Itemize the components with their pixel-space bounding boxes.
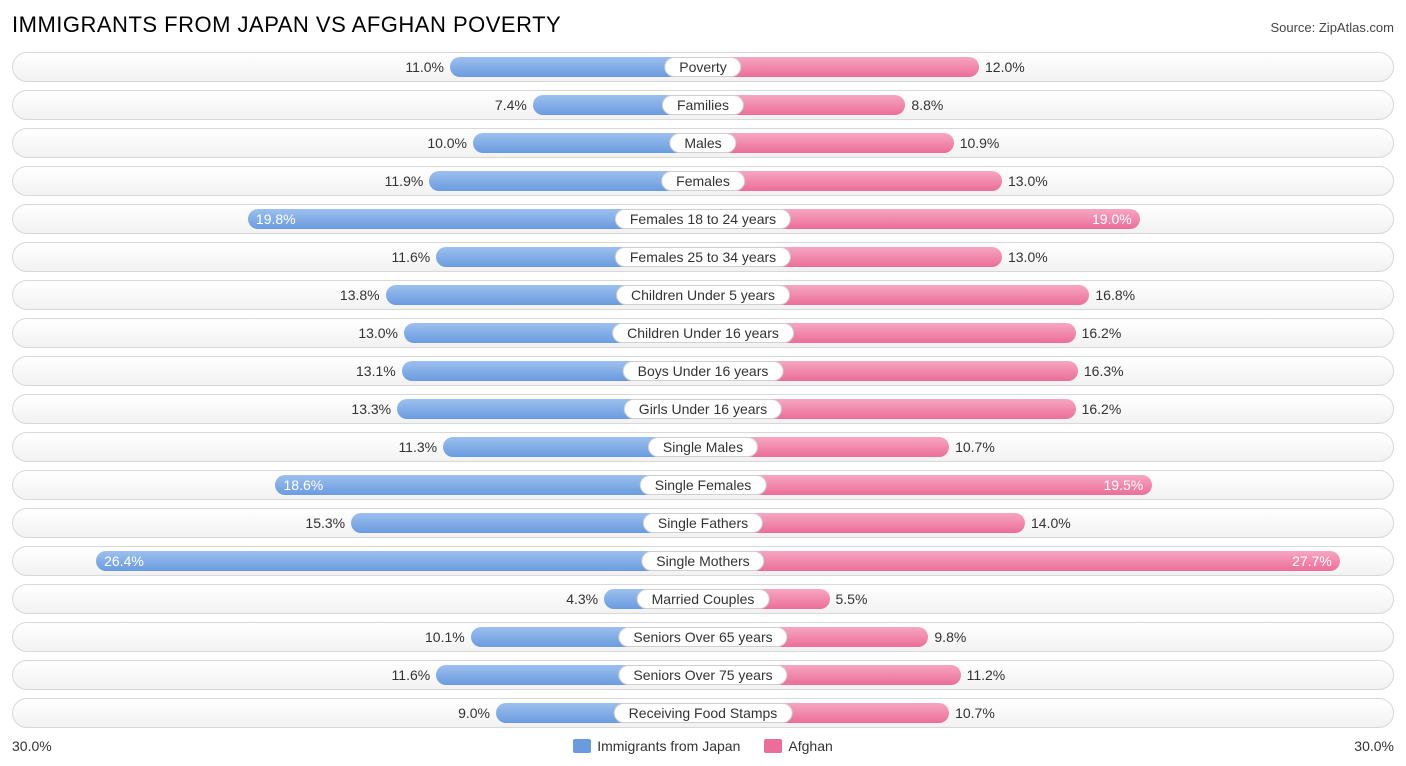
source-name: ZipAtlas.com bbox=[1319, 20, 1394, 35]
value-left: 11.9% bbox=[385, 173, 424, 189]
value-left: 19.8% bbox=[256, 211, 296, 227]
chart-row: 11.3% 10.7% Single Males bbox=[12, 432, 1394, 462]
value-left: 26.4% bbox=[104, 553, 144, 569]
value-left: 13.1% bbox=[356, 363, 396, 379]
chart-row: 11.6% 13.0% Females 25 to 34 years bbox=[12, 242, 1394, 272]
chart-row: 10.0% 10.9% Males bbox=[12, 128, 1394, 158]
category-label: Families bbox=[662, 95, 744, 115]
value-right: 13.0% bbox=[1008, 249, 1048, 265]
chart-header: IMMIGRANTS FROM JAPAN VS AFGHAN POVERTY … bbox=[12, 12, 1394, 38]
category-label: Children Under 5 years bbox=[616, 285, 790, 305]
bar-right bbox=[703, 551, 1340, 571]
value-right: 11.2% bbox=[967, 667, 1006, 683]
category-label: Boys Under 16 years bbox=[623, 361, 784, 381]
value-left: 10.0% bbox=[427, 135, 467, 151]
chart-footer: 30.0% Immigrants from Japan Afghan 30.0% bbox=[12, 738, 1394, 754]
legend: Immigrants from Japan Afghan bbox=[573, 738, 833, 754]
value-right: 5.5% bbox=[836, 591, 868, 607]
value-left: 18.6% bbox=[284, 477, 324, 493]
value-right: 10.9% bbox=[960, 135, 1000, 151]
bar-right bbox=[703, 171, 1002, 191]
chart-title: IMMIGRANTS FROM JAPAN VS AFGHAN POVERTY bbox=[12, 12, 561, 38]
category-label: Girls Under 16 years bbox=[624, 399, 782, 419]
axis-right-max: 30.0% bbox=[1354, 738, 1394, 754]
value-right: 8.8% bbox=[911, 97, 943, 113]
value-right: 10.7% bbox=[955, 439, 995, 455]
value-right: 13.0% bbox=[1008, 173, 1048, 189]
legend-item-right: Afghan bbox=[764, 738, 832, 754]
value-left: 13.8% bbox=[340, 287, 380, 303]
value-left: 10.1% bbox=[425, 629, 465, 645]
chart-rows: 11.0%12.0%Poverty7.4%8.8%Families10.0%10… bbox=[12, 52, 1394, 728]
chart-row: 4.3% 5.5% Married Couples bbox=[12, 584, 1394, 614]
value-right: 16.3% bbox=[1084, 363, 1124, 379]
chart-row: 13.0% 16.2% Children Under 16 years bbox=[12, 318, 1394, 348]
chart-row: 9.0% 10.7% Receiving Food Stamps bbox=[12, 698, 1394, 728]
bar-right bbox=[703, 57, 979, 77]
category-label: Females bbox=[661, 171, 745, 191]
legend-label-left: Immigrants from Japan bbox=[597, 738, 740, 754]
value-right: 27.7% bbox=[1292, 553, 1332, 569]
axis-left-max: 30.0% bbox=[12, 738, 52, 754]
chart-row: 26.4% 27.7% Single Mothers bbox=[12, 546, 1394, 576]
value-right: 16.8% bbox=[1095, 287, 1135, 303]
bar-right bbox=[703, 475, 1152, 495]
value-left: 11.0% bbox=[405, 59, 444, 75]
category-label: Poverty bbox=[664, 57, 741, 77]
value-left: 11.6% bbox=[392, 667, 431, 683]
category-label: Seniors Over 65 years bbox=[618, 627, 787, 647]
category-label: Seniors Over 75 years bbox=[618, 665, 787, 685]
chart-row: 13.3% 16.2% Girls Under 16 years bbox=[12, 394, 1394, 424]
chart-row: 13.1% 16.3% Boys Under 16 years bbox=[12, 356, 1394, 386]
legend-swatch-right bbox=[764, 739, 782, 753]
legend-item-left: Immigrants from Japan bbox=[573, 738, 740, 754]
value-left: 7.4% bbox=[495, 97, 527, 113]
category-label: Males bbox=[669, 133, 736, 153]
value-left: 11.3% bbox=[398, 439, 437, 455]
category-label: Children Under 16 years bbox=[612, 323, 794, 343]
chart-row: 11.9% 13.0% Females bbox=[12, 166, 1394, 196]
chart-row: 7.4% 8.8% Families bbox=[12, 90, 1394, 120]
value-right: 10.7% bbox=[955, 705, 995, 721]
value-left: 13.3% bbox=[351, 401, 391, 417]
chart-row: 15.3% 14.0% Single Fathers bbox=[12, 508, 1394, 538]
category-label: Single Males bbox=[648, 437, 758, 457]
category-label: Single Mothers bbox=[641, 551, 764, 571]
bar-left bbox=[96, 551, 703, 571]
value-left: 9.0% bbox=[458, 705, 490, 721]
category-label: Single Fathers bbox=[643, 513, 763, 533]
category-label: Receiving Food Stamps bbox=[614, 703, 793, 723]
chart-row: 13.8% 16.8% Children Under 5 years bbox=[12, 280, 1394, 310]
chart-source: Source: ZipAtlas.com bbox=[1270, 20, 1394, 35]
chart-row: 10.1% 9.8% Seniors Over 65 years bbox=[12, 622, 1394, 652]
value-right: 16.2% bbox=[1082, 401, 1122, 417]
chart-row: 11.6% 11.2% Seniors Over 75 years bbox=[12, 660, 1394, 690]
category-label: Married Couples bbox=[637, 589, 770, 609]
value-right: 19.0% bbox=[1092, 211, 1132, 227]
chart-row: 11.0% 12.0% Poverty bbox=[12, 52, 1394, 82]
value-left: 13.0% bbox=[358, 325, 398, 341]
value-left: 11.6% bbox=[392, 249, 431, 265]
category-label: Single Females bbox=[640, 475, 767, 495]
value-left: 4.3% bbox=[566, 591, 598, 607]
chart-row: 19.8% 19.0% Females 18 to 24 years bbox=[12, 204, 1394, 234]
value-right: 16.2% bbox=[1082, 325, 1122, 341]
value-right: 19.5% bbox=[1104, 477, 1144, 493]
value-right: 12.0% bbox=[985, 59, 1025, 75]
value-right: 14.0% bbox=[1031, 515, 1071, 531]
value-left: 15.3% bbox=[305, 515, 345, 531]
legend-swatch-left bbox=[573, 739, 591, 753]
legend-label-right: Afghan bbox=[788, 738, 832, 754]
category-label: Females 18 to 24 years bbox=[615, 209, 791, 229]
chart-row: 18.6% 19.5% Single Females bbox=[12, 470, 1394, 500]
category-label: Females 25 to 34 years bbox=[615, 247, 791, 267]
source-prefix: Source: bbox=[1270, 20, 1318, 35]
value-right: 9.8% bbox=[934, 629, 966, 645]
bar-right bbox=[703, 133, 954, 153]
